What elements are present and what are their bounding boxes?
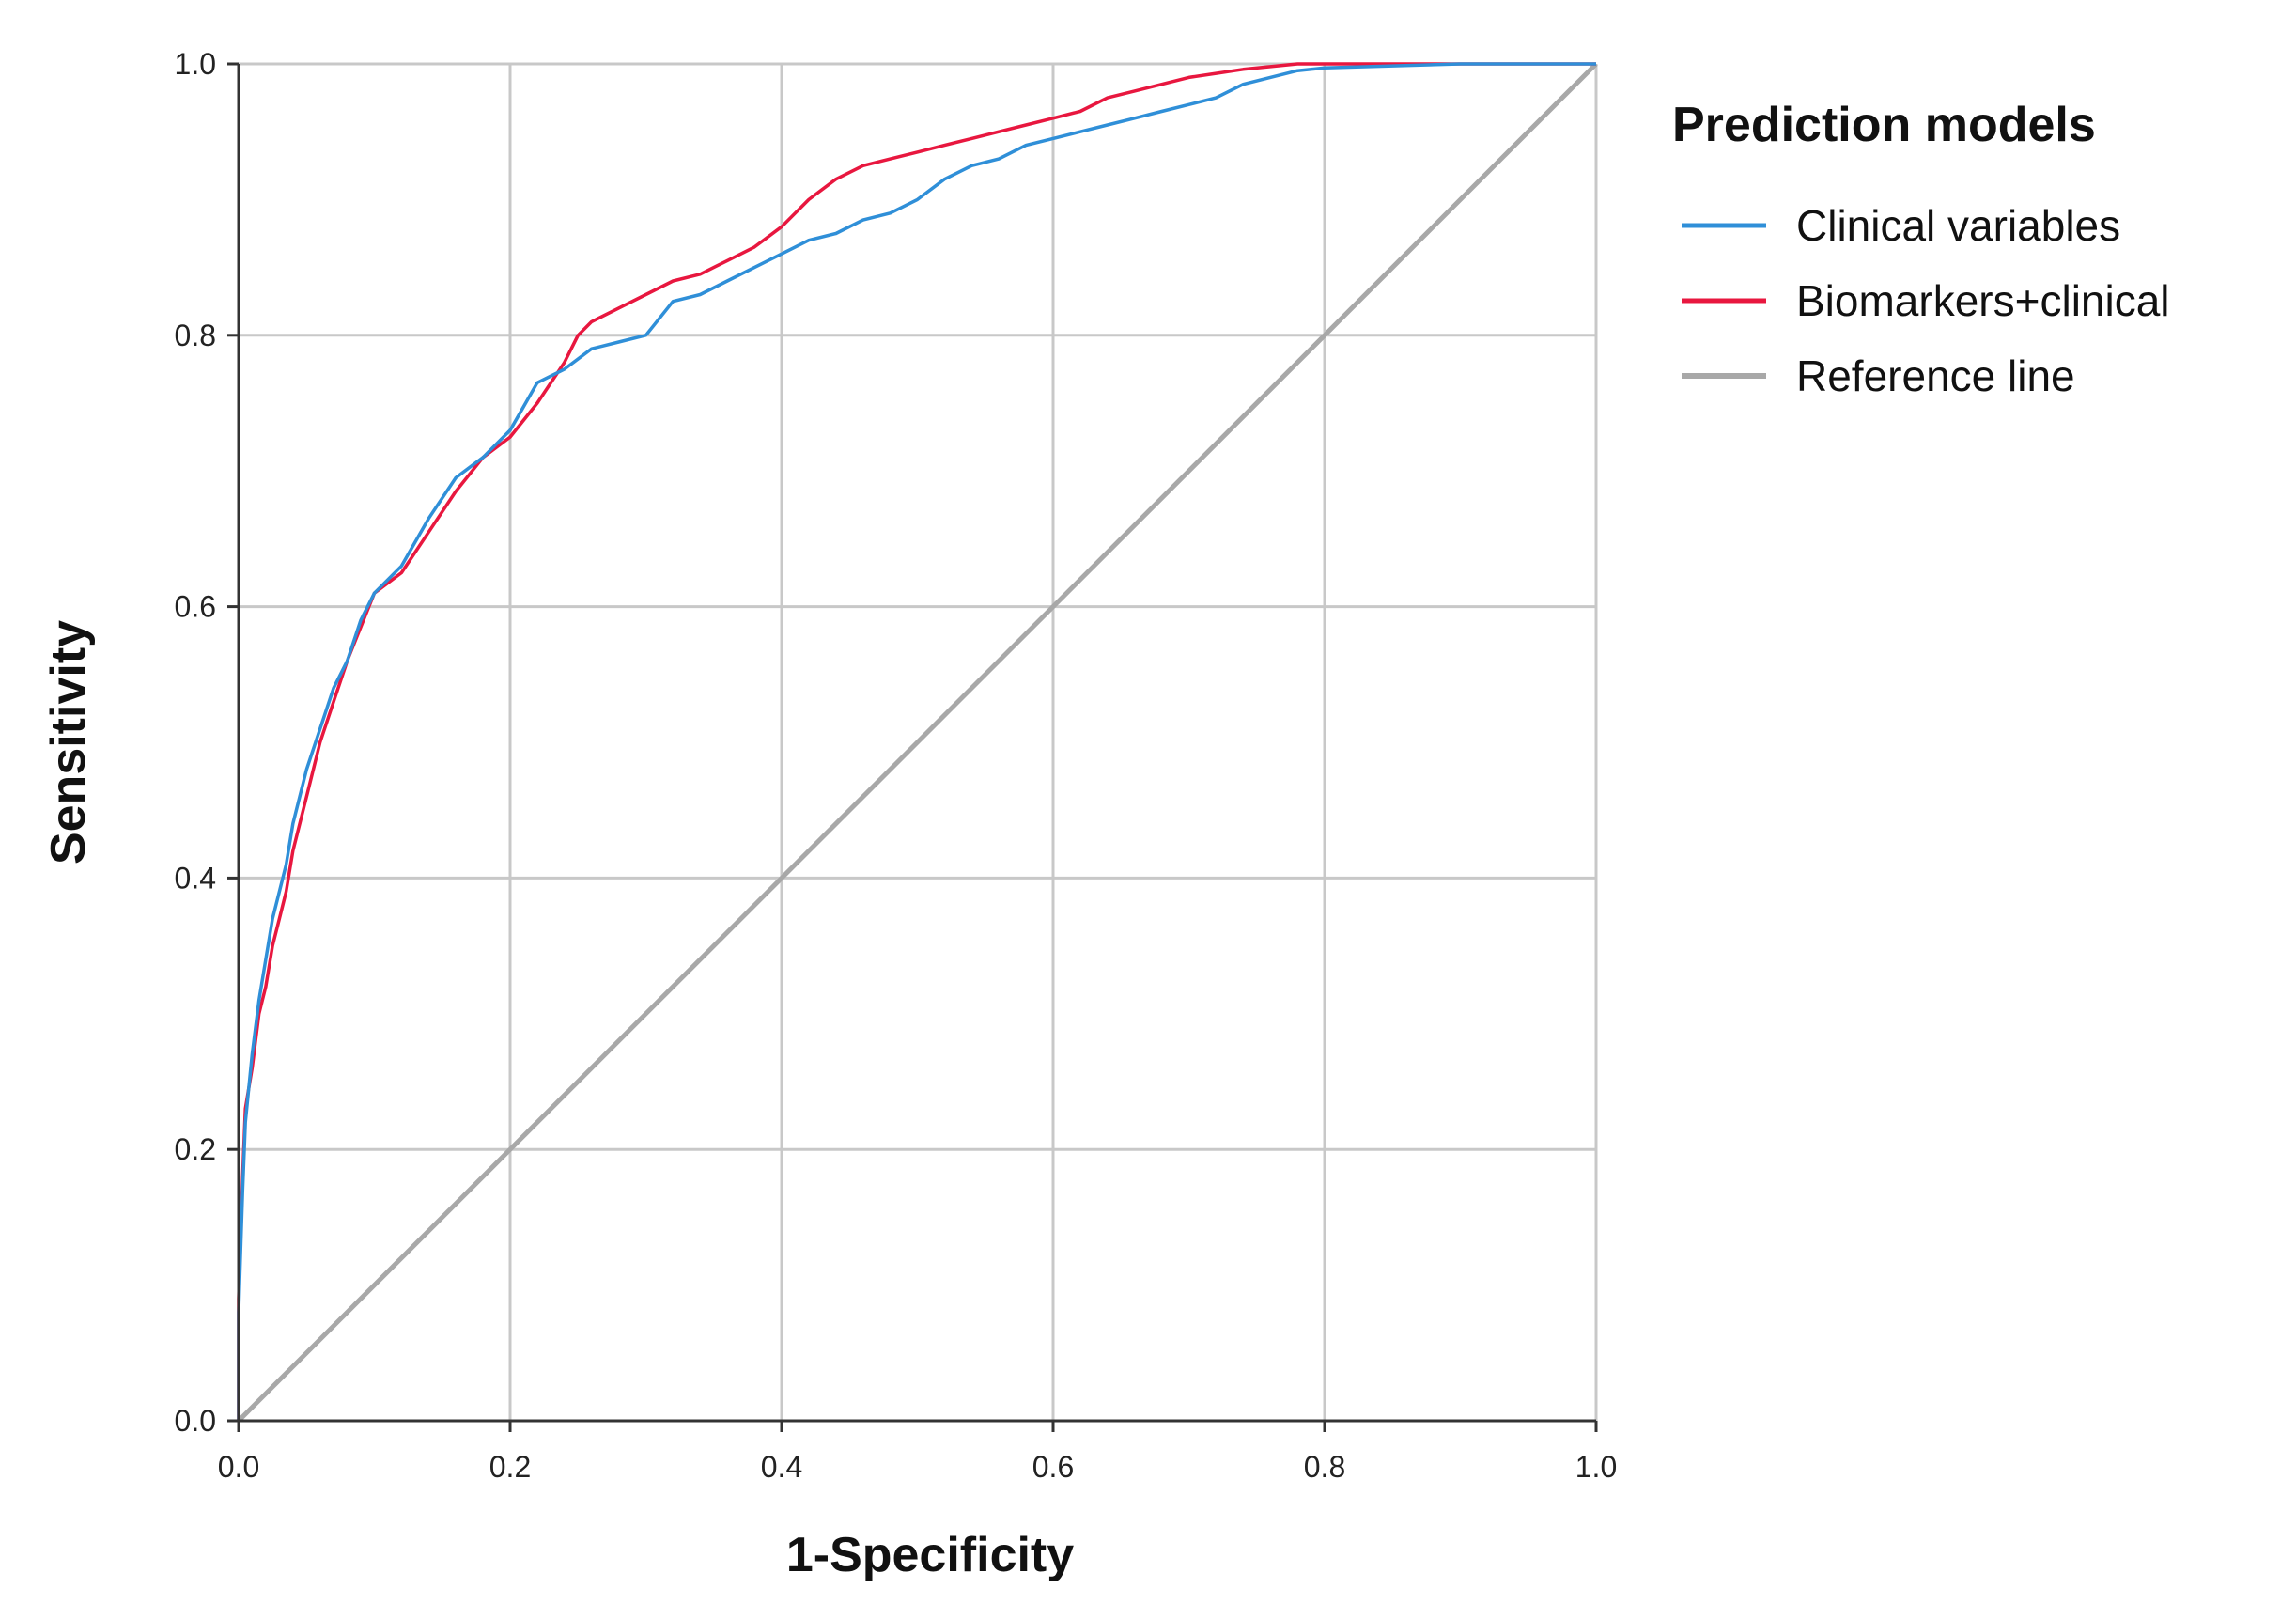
legend-label-2: Reference line: [1796, 351, 2075, 400]
series-line-1: [237, 62, 1596, 1421]
y-tick-label-0: 0.0: [175, 1404, 216, 1438]
grid-lines: [237, 62, 1598, 1423]
legend-items: Clinical variables Biomarkers+clinical Ref…: [1682, 201, 2170, 400]
y-tick-label-4: 0.8: [175, 319, 216, 352]
legend: Prediction models Clinical variables Biom…: [1672, 98, 2170, 400]
x-tick-label-2: 0.4: [761, 1450, 802, 1484]
x-tick-label-1: 0.2: [489, 1450, 531, 1484]
series-lines: [237, 62, 1598, 1423]
tick-labels: 0.0 0.2 0.4 0.6 0.8 1.0 0.0 0.2 0.4 0.6 0.8 1.0: [175, 47, 1618, 1484]
y-tick-label-2: 0.4: [175, 861, 216, 895]
series-line-2: [237, 62, 1598, 1423]
x-tick-label-3: 0.6: [1032, 1450, 1074, 1484]
x-tick-label-4: 0.8: [1304, 1450, 1345, 1484]
legend-label-0: Clinical variables: [1796, 201, 2120, 250]
legend-label-1: Biomarkers+clinical: [1796, 276, 2170, 325]
axes: [227, 62, 1598, 1432]
x-tick-label-5: 1.0: [1575, 1450, 1617, 1484]
y-tick-label-3: 0.6: [175, 590, 216, 624]
y-tick-label-5: 1.0: [175, 47, 216, 81]
y-tick-label-1: 0.2: [175, 1132, 216, 1166]
legend-title: Prediction models: [1672, 98, 2096, 152]
series-line-0: [237, 62, 1596, 1421]
y-axis-title: Sensitivity: [41, 620, 96, 865]
x-tick-label-0: 0.0: [218, 1450, 259, 1484]
x-axis-title: 1-Specificity: [786, 1528, 1074, 1582]
